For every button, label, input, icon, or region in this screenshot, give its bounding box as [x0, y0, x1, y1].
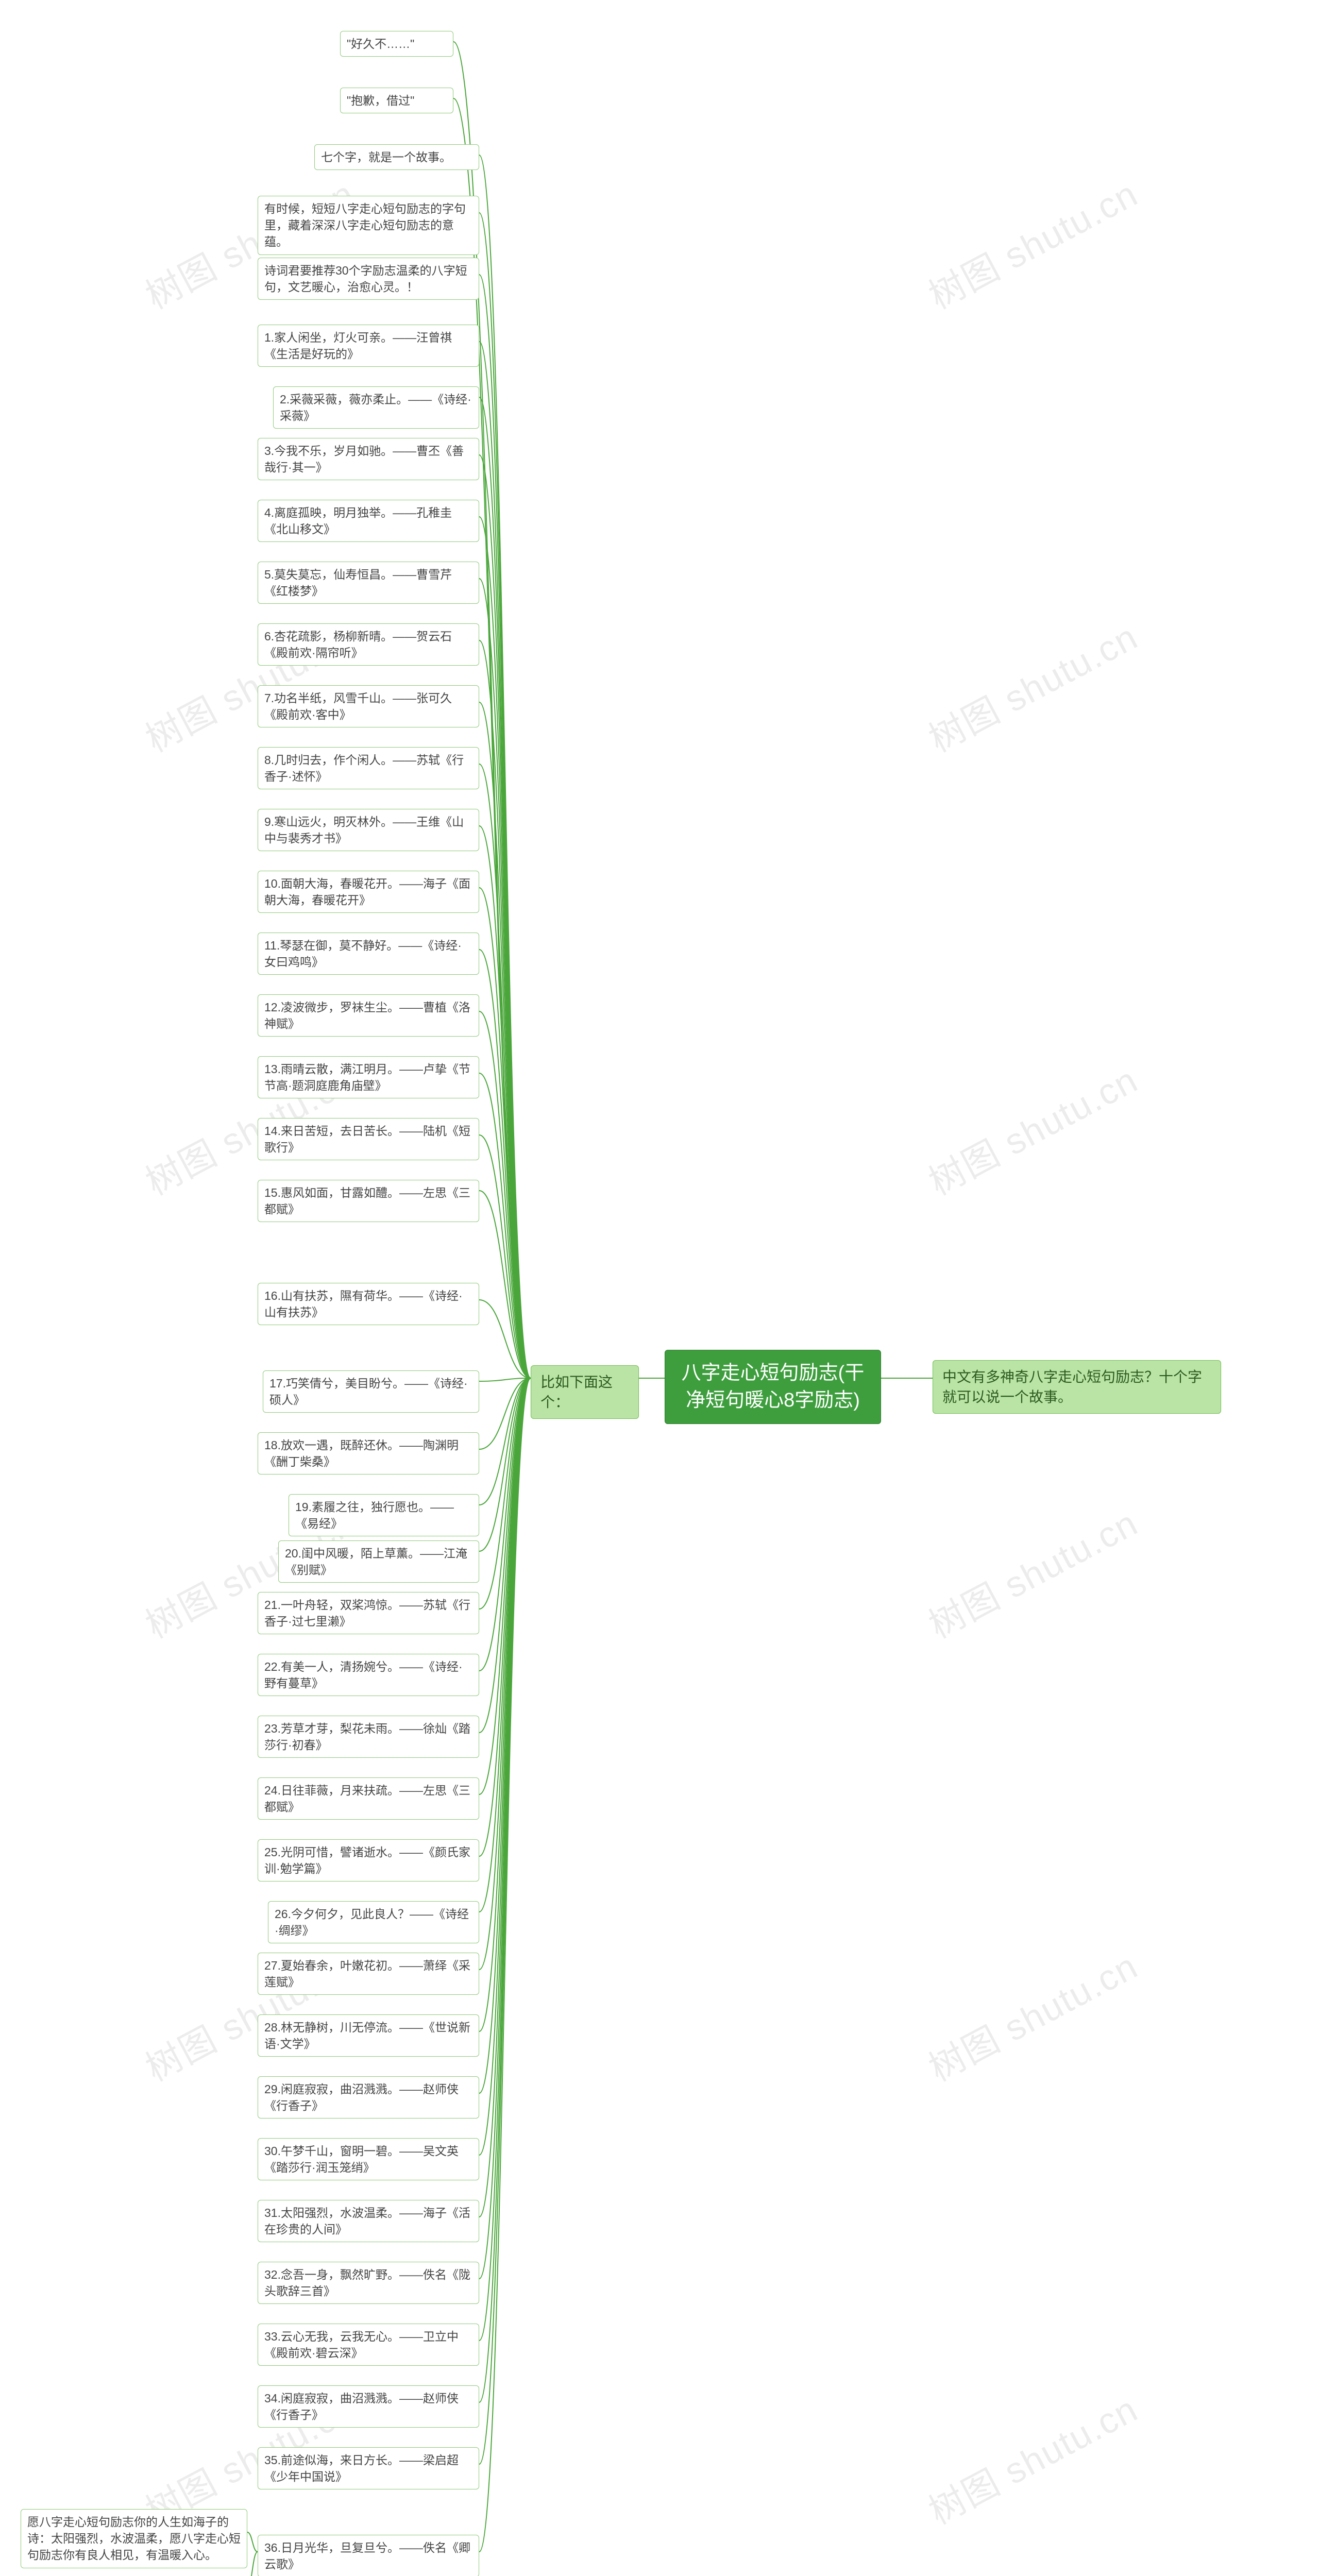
edge: [479, 1378, 531, 2031]
edge: [479, 1378, 531, 2402]
edge: [479, 1378, 531, 1505]
mindmap-node-n11[interactable]: 7.功名半纸，风雪千山。——张可久《殿前欢·客中》: [258, 685, 479, 727]
mindmap-node-n18[interactable]: 14.来日苦短，去日苦长。——陆机《短歌行》: [258, 1118, 479, 1160]
edge: [479, 579, 531, 1378]
edge: [479, 1378, 531, 2217]
edge: [479, 1011, 531, 1378]
edge: [247, 2552, 258, 2576]
mindmap-node-n10[interactable]: 6.杏花疏影，杨柳新晴。——贺云石《殿前欢·隔帘听》: [258, 623, 479, 666]
mindmap-node-n2[interactable]: 七个字，就是一个故事。: [314, 144, 479, 170]
mindmap-node-n23[interactable]: 19.素履之往，独行愿也。——《易经》: [289, 1494, 479, 1536]
edge: [479, 517, 531, 1378]
edge: [479, 1378, 531, 1912]
edge: [479, 1378, 531, 1381]
mindmap-node-right[interactable]: 中文有多神奇八字走心短句励志？十个字就可以说一个故事。: [933, 1360, 1221, 1414]
watermark: 树图 shutu.cn: [918, 2381, 1145, 2535]
watermark: 树图 shutu.cn: [918, 1938, 1145, 2092]
edge: [479, 826, 531, 1378]
edge: [479, 1135, 531, 1378]
mindmap-node-n20[interactable]: 16.山有扶苏，隰有荷华。——《诗经·山有扶苏》: [258, 1283, 479, 1325]
mindmap-node-n26[interactable]: 22.有美一人，清扬婉兮。——《诗经·野有蔓草》: [258, 1654, 479, 1696]
mindmap-node-n6[interactable]: 2.采薇采薇，薇亦柔止。——《诗经·采薇》: [273, 386, 479, 429]
mindmap-node-n28[interactable]: 24.日往菲薇，月来扶疏。——左思《三都赋》: [258, 1777, 479, 1820]
mindmap-node-n37[interactable]: 33.云心无我，云我无心。——卫立中《殿前欢·碧云深》: [258, 2324, 479, 2366]
watermark: 树图 shutu.cn: [918, 1495, 1145, 1649]
edge: [479, 1378, 531, 1794]
edge: [479, 1378, 531, 1856]
edge: [479, 1378, 531, 1551]
mindmap-node-n3[interactable]: 有时候，短短八字走心短句励志的字句里，藏着深深八字走心短句励志的意蕴。: [258, 196, 479, 255]
mindmap-node-n22[interactable]: 18.放欢一遇，既醉还休。——陶渊明《酬丁柴桑》: [258, 1432, 479, 1475]
watermark: 树图 shutu.cn: [918, 608, 1145, 762]
edge: [479, 764, 531, 1378]
mindmap-node-n9[interactable]: 5.莫失莫忘，仙寿恒昌。——曹雪芹《红楼梦》: [258, 562, 479, 604]
mindmap-node-n8[interactable]: 4.离庭孤映，明月独举。——孔稚圭《北山移文》: [258, 500, 479, 542]
watermark: 树图 shutu.cn: [918, 1052, 1145, 1206]
mindmap-node-n24[interactable]: 20.闺中风暖，陌上草薰。——江淹《别赋》: [278, 1540, 479, 1583]
edge: [479, 1300, 531, 1378]
edge: [479, 1378, 531, 2464]
edge: [479, 1378, 531, 2341]
mindmap-node-n27[interactable]: 23.芳草才芽，梨花未雨。——徐灿《踏莎行·初春》: [258, 1716, 479, 1758]
watermark: 树图 shutu.cn: [918, 165, 1145, 319]
mindmap-node-n17[interactable]: 13.雨晴云散，满江明月。——卢挚《节节高·题洞庭鹿角庙壁》: [258, 1056, 479, 1098]
mindmap-node-n7[interactable]: 3.今我不乐，岁月如驰。——曹丕《善哉行·其一》: [258, 438, 479, 480]
mindmap-node-n15[interactable]: 11.琴瑟在御，莫不静好。——《诗经·女曰鸡鸣》: [258, 933, 479, 975]
edge: [479, 950, 531, 1378]
edge: [479, 1378, 531, 1733]
mindmap-node-n1[interactable]: "抱歉，借过": [340, 88, 453, 113]
mindmap-node-n16[interactable]: 12.凌波微步，罗袜生尘。——曹植《洛神赋》: [258, 994, 479, 1037]
mindmap-node-n19[interactable]: 15.惠风如面，甘露如醴。——左思《三都赋》: [258, 1180, 479, 1222]
edge: [479, 1073, 531, 1378]
edge: [479, 1378, 531, 2093]
mindmap-node-root[interactable]: 八字走心短句励志(干净短句暖心8字励志): [665, 1350, 881, 1424]
mindmap-node-n38[interactable]: 34.闲庭寂寂，曲沼溅溅。——赵师侠《行香子》: [258, 2385, 479, 2428]
edge: [479, 275, 531, 1378]
edge: [479, 1378, 531, 1449]
mindmap-node-n13[interactable]: 9.寒山远火，明灭林外。——王维《山中与裴秀才书》: [258, 809, 479, 851]
mindmap-node-n30[interactable]: 26.今夕何夕，见此良人？——《诗经·绸缪》: [268, 1901, 479, 1943]
edge: [479, 1378, 531, 1970]
edge: [479, 1378, 531, 2552]
mindmap-node-n34[interactable]: 30.午梦千山，窗明一碧。——吴文英《踏莎行·润玉笼绡》: [258, 2138, 479, 2180]
mindmap-node-n35[interactable]: 31.太阳强烈，水波温柔。——海子《活在珍贵的人间》: [258, 2200, 479, 2242]
edge: [479, 397, 531, 1378]
mindmap-node-n36[interactable]: 32.念吾一身，飘然旷野。——佚名《陇头歌辞三首》: [258, 2262, 479, 2304]
mindmap-node-n33[interactable]: 29.闲庭寂寂，曲沼溅溅。——赵师侠《行香子》: [258, 2076, 479, 2119]
edge: [479, 1378, 531, 2155]
mindmap-node-n39[interactable]: 35.前途似海，来日方长。——梁启超《少年中国说》: [258, 2447, 479, 2489]
edge: [479, 1378, 531, 1609]
mindmap-node-n31[interactable]: 27.夏始春余，叶嫩花初。——萧绎《采莲赋》: [258, 1953, 479, 1995]
edge: [479, 1378, 531, 2279]
mindmap-node-n0[interactable]: "好久不……": [340, 31, 453, 57]
edge: [479, 702, 531, 1378]
edge-layer: [0, 0, 1319, 2576]
edge: [479, 455, 531, 1378]
mindmap-node-s1[interactable]: 愿八字走心短句励志你的人生如海子的诗：太阳强烈，水波温柔，愿八字走心短句励志你有…: [21, 2509, 247, 2568]
edge: [479, 888, 531, 1378]
edge: [479, 640, 531, 1378]
edge: [479, 1378, 531, 1671]
mindmap-node-n29[interactable]: 25.光阴可惜，譬诸逝水。——《颜氏家训·勉学篇》: [258, 1839, 479, 1882]
mindmap-node-n21[interactable]: 17.巧笑倩兮，美目盼兮。——《诗经·硕人》: [263, 1370, 479, 1413]
mindmap-node-left[interactable]: 比如下面这个：: [531, 1365, 639, 1419]
mindmap-node-n40[interactable]: 36.日月光华，旦复旦兮。——佚名《卿云歌》: [258, 2535, 479, 2576]
edge: [479, 155, 531, 1378]
mindmap-node-n32[interactable]: 28.林无静树，川无停流。——《世说新语·文学》: [258, 2014, 479, 2057]
mindmap-node-n5[interactable]: 1.家人闲坐，灯火可亲。——汪曾祺《生活是好玩的》: [258, 325, 479, 367]
mindmap-node-n25[interactable]: 21.一叶舟轻，双桨鸿惊。——苏轼《行香子·过七里濑》: [258, 1592, 479, 1634]
mindmap-node-n12[interactable]: 8.几时归去，作个闲人。——苏轼《行香子·述怀》: [258, 747, 479, 789]
edge: [479, 342, 531, 1378]
edge: [247, 2532, 258, 2552]
mindmap-node-n14[interactable]: 10.面朝大海，春暖花开。——海子《面朝大海，春暖花开》: [258, 871, 479, 913]
edge: [479, 1191, 531, 1378]
edge: [479, 213, 531, 1378]
mindmap-node-n4[interactable]: 诗词君要推荐30个字励志温柔的八字短句，文艺暖心，治愈心灵。！: [258, 258, 479, 300]
